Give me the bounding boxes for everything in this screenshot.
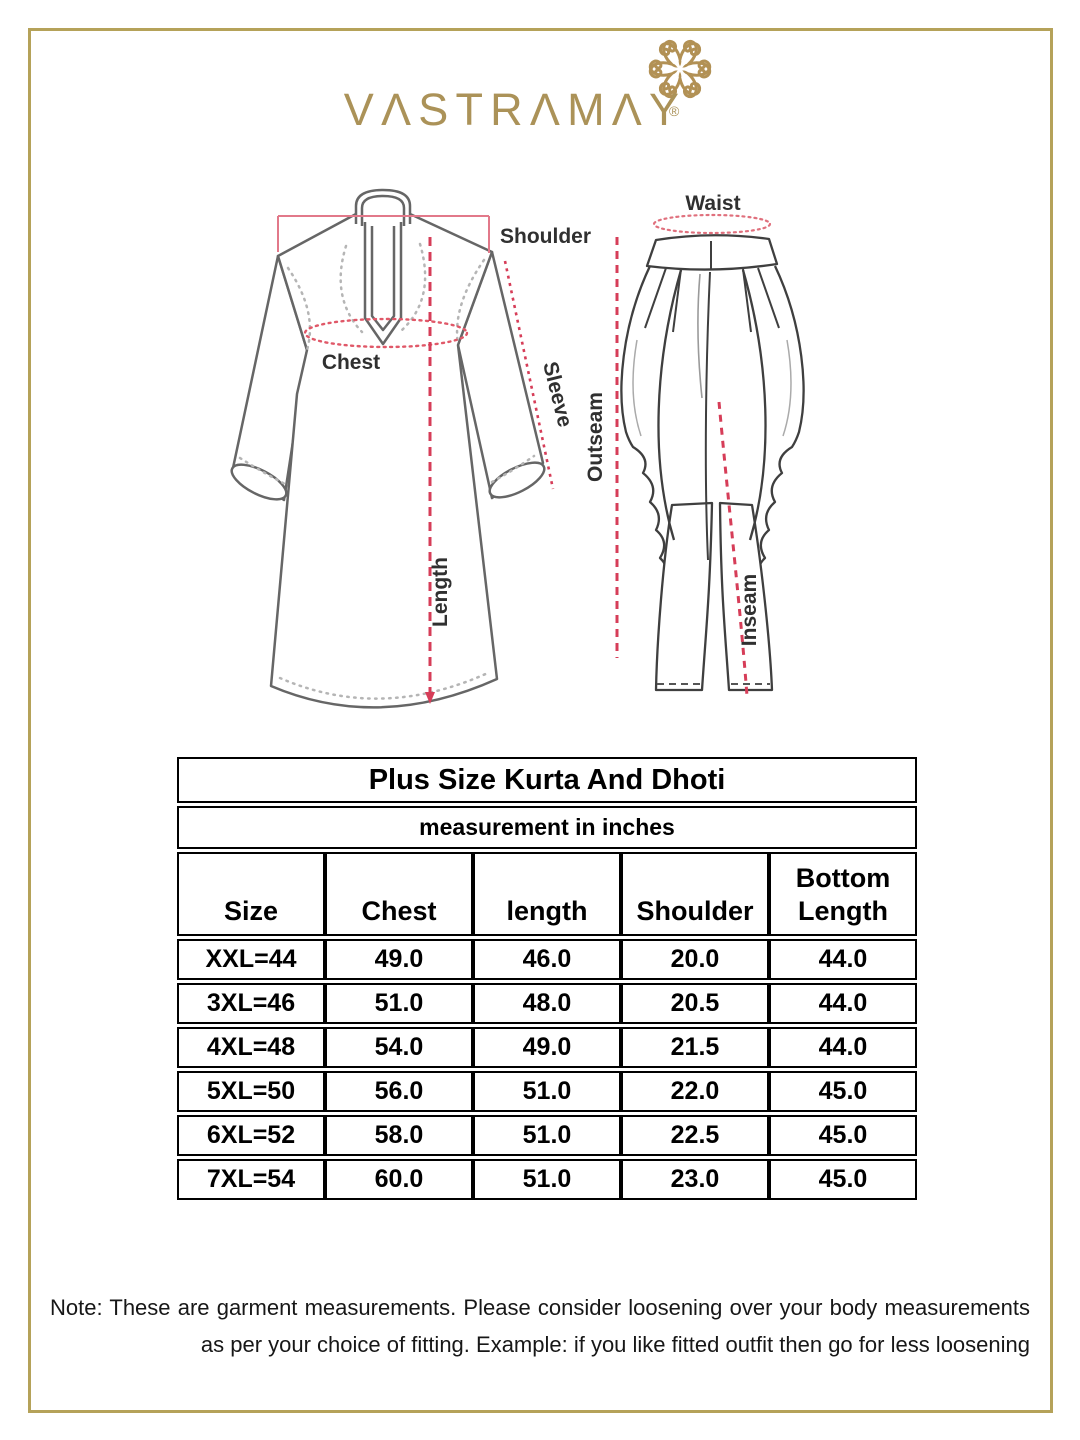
sleeve-measure-line bbox=[503, 260, 555, 490]
shoulder-cell: 22.5 bbox=[621, 1115, 769, 1156]
note-line-2: as per your choice of fitting. Example: … bbox=[200, 1332, 1030, 1357]
chest-cell: 56.0 bbox=[325, 1071, 473, 1112]
chest-cell: 60.0 bbox=[325, 1159, 473, 1200]
dhoti-diagram bbox=[615, 213, 805, 697]
registered-trademark-symbol: ® bbox=[669, 103, 680, 119]
table-header-row: Size Chest length Shoulder Bottom Length bbox=[177, 852, 917, 936]
size-cell: 5XL=50 bbox=[177, 1071, 325, 1112]
col-header-size: Size bbox=[177, 852, 325, 936]
length-cell: 51.0 bbox=[473, 1159, 621, 1200]
bottom-length-cell: 45.0 bbox=[769, 1159, 917, 1200]
table-row: 4XL=48 54.0 49.0 21.5 44.0 bbox=[177, 1027, 917, 1068]
size-cell: 3XL=46 bbox=[177, 983, 325, 1024]
table-subtitle: measurement in inches bbox=[177, 806, 917, 849]
kurta-diagram bbox=[230, 188, 555, 709]
col-header-bottom-length: Bottom Length bbox=[769, 852, 917, 936]
table-subtitle-row: measurement in inches bbox=[177, 806, 917, 849]
inseam-measure-line bbox=[717, 401, 749, 697]
shoulder-cell: 20.5 bbox=[621, 983, 769, 1024]
table-row: 3XL=46 51.0 48.0 20.5 44.0 bbox=[177, 983, 917, 1024]
bottom-length-cell: 44.0 bbox=[769, 983, 917, 1024]
length-cell: 46.0 bbox=[473, 939, 621, 980]
size-cell: XXL=44 bbox=[177, 939, 325, 980]
bottom-length-cell: 44.0 bbox=[769, 1027, 917, 1068]
table-title-row: Plus Size Kurta And Dhoti bbox=[177, 757, 917, 803]
shoulder-cell: 23.0 bbox=[621, 1159, 769, 1200]
chest-cell: 51.0 bbox=[325, 983, 473, 1024]
shoulder-cell: 20.0 bbox=[621, 939, 769, 980]
table-row: XXL=44 49.0 46.0 20.0 44.0 bbox=[177, 939, 917, 980]
col-header-chest: Chest bbox=[325, 852, 473, 936]
table-row: 5XL=50 56.0 51.0 22.0 45.0 bbox=[177, 1071, 917, 1112]
outseam-label: Outseam bbox=[584, 392, 607, 482]
length-cell: 48.0 bbox=[473, 983, 621, 1024]
bottom-length-cell: 45.0 bbox=[769, 1071, 917, 1112]
table-title: Plus Size Kurta And Dhoti bbox=[177, 757, 917, 803]
kurta-measure-lines bbox=[277, 215, 490, 253]
chest-cell: 49.0 bbox=[325, 939, 473, 980]
inseam-label: Inseam bbox=[738, 574, 761, 646]
note-line-1: Note: These are garment measurements. Pl… bbox=[50, 1295, 1030, 1320]
shoulder-cell: 22.0 bbox=[621, 1071, 769, 1112]
size-cell: 6XL=52 bbox=[177, 1115, 325, 1156]
garment-measurement-diagram: Shoulder Chest Sleeve Length bbox=[230, 188, 805, 709]
length-label: Length bbox=[429, 557, 452, 627]
length-cell: 51.0 bbox=[473, 1071, 621, 1112]
chest-cell: 54.0 bbox=[325, 1027, 473, 1068]
size-cell: 7XL=54 bbox=[177, 1159, 325, 1200]
shoulder-cell: 21.5 bbox=[621, 1027, 769, 1068]
col-header-length: length bbox=[473, 852, 621, 936]
chest-cell: 58.0 bbox=[325, 1115, 473, 1156]
bottom-length-cell: 44.0 bbox=[769, 939, 917, 980]
waist-label: Waist bbox=[685, 192, 740, 215]
length-cell: 49.0 bbox=[473, 1027, 621, 1068]
size-cell: 4XL=48 bbox=[177, 1027, 325, 1068]
length-cell: 51.0 bbox=[473, 1115, 621, 1156]
table-row: 6XL=52 58.0 51.0 22.5 45.0 bbox=[177, 1115, 917, 1156]
bottom-length-cell: 45.0 bbox=[769, 1115, 917, 1156]
shoulder-label: Shoulder bbox=[500, 225, 591, 248]
sleeve-label: Sleeve bbox=[538, 359, 576, 429]
col-header-shoulder: Shoulder bbox=[621, 852, 769, 936]
size-chart-table: Plus Size Kurta And Dhoti measurement in… bbox=[177, 754, 917, 1203]
waist-measure-ellipse bbox=[652, 213, 772, 235]
brand-logo-text: VΛSTRΛMΛY bbox=[343, 84, 687, 135]
chest-measure-ellipse bbox=[303, 317, 469, 349]
chest-label: Chest bbox=[322, 351, 380, 374]
table-row: 7XL=54 60.0 51.0 23.0 45.0 bbox=[177, 1159, 917, 1200]
measurement-note: Note: These are garment measurements. Pl… bbox=[50, 1289, 1030, 1363]
